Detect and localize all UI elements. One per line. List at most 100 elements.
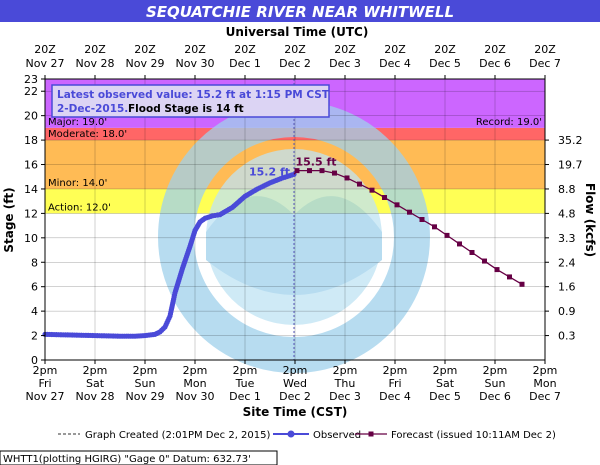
latest-value-date: 2-Dec-2015.	[57, 103, 128, 115]
x-tick-label-date: Nov 27	[26, 390, 65, 403]
forecast-point	[357, 181, 362, 187]
chart-title: SEQUATCHIE RIVER NEAR WHITWELL	[146, 3, 454, 21]
forecast-point	[307, 168, 312, 174]
top-tick-label-date: Dec 4	[379, 57, 411, 70]
plot-area: Action: 12.0' Minor: 14.0' Moderate: 18.0'…	[24, 73, 583, 403]
y2-tick-label: 0.3	[558, 330, 576, 343]
forecast-point	[344, 175, 350, 181]
y2-axis-label: Flow (kcfs)	[583, 183, 597, 257]
forecast-peak-label: 15.5 ft	[296, 156, 337, 169]
y2-tick-label: 3.3	[558, 232, 576, 245]
y-tick-label: 20	[24, 110, 38, 123]
top-tick-label-time: 20Z	[84, 43, 106, 56]
top-tick-label-date: Dec 3	[329, 57, 361, 70]
y2-tick-label: 35.2	[558, 134, 583, 147]
legend: Graph Created (2:01PM Dec 2, 2015) Obser…	[58, 430, 556, 441]
x-tick-label-day: Mon	[533, 377, 556, 390]
title-bar	[0, 0, 600, 22]
y2-tick-label: 19.7	[558, 159, 583, 172]
forecast-point	[469, 249, 475, 255]
x-tick-label-time: 2pm	[133, 364, 158, 377]
top-tick-label-date: Dec 2	[279, 57, 311, 70]
footer-box	[0, 450, 278, 465]
x-tick-label-time: 2pm	[83, 364, 108, 377]
y-axis-label: Stage (ft)	[2, 187, 16, 252]
x-tick-label-date: Nov 30	[176, 390, 215, 403]
y2-tick-label: 0.9	[558, 305, 576, 318]
x-tick-label-day: Sat	[436, 377, 455, 390]
top-tick-label-time: 20Z	[434, 43, 456, 56]
y-tick-label: 10	[24, 232, 38, 245]
x-tick-label-date: Dec 5	[429, 390, 461, 403]
flood-label-major: Major: 19.0'	[48, 117, 107, 128]
top-tick-label-time: 20Z	[384, 43, 406, 56]
latest-value-line1: Latest observed value: 15.2 ft at 1:15 P…	[57, 89, 330, 101]
top-tick-label-date: Nov 29	[126, 57, 165, 70]
forecast-point	[369, 187, 375, 193]
flood-label-minor: Minor: 14.0'	[48, 178, 107, 189]
x-tick-label-time: 2pm	[533, 364, 558, 377]
top-tick-label-date: Dec 7	[529, 57, 561, 70]
x-tick-label-day: Wed	[283, 377, 307, 390]
x-tick-label-day: Mon	[183, 377, 206, 390]
y2-tick-label: 4.8	[558, 207, 576, 220]
x-tick-label-time: 2pm	[433, 364, 458, 377]
latest-value-box: Latest observed value: 15.2 ft at 1:15 P…	[51, 84, 330, 118]
y-tick-label: 8	[31, 256, 38, 269]
x-tick-label-date: Dec 1	[229, 390, 261, 403]
y2-tick-label: 1.6	[558, 281, 576, 294]
forecast-point	[332, 170, 337, 176]
flood-label-action: Action: 12.0'	[48, 202, 111, 213]
forecast-point	[382, 195, 387, 201]
top-tick-label-time: 20Z	[284, 43, 306, 56]
observed-legend-label: Observed	[313, 430, 361, 441]
x-tick-label-date: Dec 3	[329, 390, 361, 403]
x-tick-label-date: Dec 6	[479, 390, 511, 403]
x-tick-label-date: Nov 29	[126, 390, 165, 403]
latest-value-box-bg	[51, 84, 330, 118]
observed-peak-label: 15.2 ft	[249, 165, 290, 178]
x-tick-label-time: 2pm	[183, 364, 208, 377]
record-label: Record: 19.0'	[476, 117, 542, 128]
x-tick-label-day: Sun	[485, 377, 506, 390]
forecast-point	[444, 232, 450, 238]
forecast-point	[519, 281, 525, 287]
x-tick-label-time: 2pm	[33, 364, 58, 377]
y-tick-label: 18	[24, 134, 38, 147]
top-tick-label-date: Dec 5	[429, 57, 461, 70]
y-tick-label: 16	[24, 159, 38, 172]
top-tick-label-date: Nov 30	[176, 57, 215, 70]
graph-created-legend-label: Graph Created (2:01PM Dec 2, 2015)	[85, 430, 270, 441]
top-axis-label: Universal Time (UTC)	[226, 25, 369, 39]
x-tick-label-day: Thu	[334, 377, 356, 390]
forecast-point	[494, 267, 500, 273]
forecast-point	[419, 217, 425, 222]
forecast-point	[507, 274, 512, 280]
x-tick-label-time: 2pm	[483, 364, 508, 377]
y-tick-label: 14	[24, 183, 38, 196]
x-tick-label-date: Dec 4	[379, 390, 411, 403]
x-tick-label-date: Nov 28	[76, 390, 115, 403]
y-tick-label: 0	[31, 354, 38, 367]
top-tick-label-time: 20Z	[134, 43, 156, 56]
x-tick-label-day: Fri	[38, 377, 51, 390]
x-tick-label-day: Sun	[135, 377, 156, 390]
x-tick-label-time: 2pm	[283, 364, 308, 377]
forecast-point	[482, 258, 487, 264]
top-tick-label-time: 20Z	[334, 43, 356, 56]
top-tick-label-date: Dec 1	[229, 57, 261, 70]
forecast-legend-label: Forecast (issued 10:11AM Dec 2)	[391, 430, 556, 441]
footer-datum: WHTT1(plotting HGIRG) "Gage 0" Datum: 63…	[3, 454, 251, 465]
x-tick-label-date: Dec 2	[279, 390, 311, 403]
forecast-point	[457, 241, 462, 247]
y-tick-label: 2	[31, 330, 38, 343]
x-tick-label-day: Sat	[86, 377, 105, 390]
x-tick-label-time: 2pm	[333, 364, 358, 377]
top-tick-label-time: 20Z	[34, 43, 56, 56]
y-tick-label: 23	[24, 73, 38, 86]
x-axis-label: Site Time (CST)	[243, 405, 348, 419]
forecast-point	[319, 168, 325, 174]
forecast-point	[294, 168, 300, 174]
